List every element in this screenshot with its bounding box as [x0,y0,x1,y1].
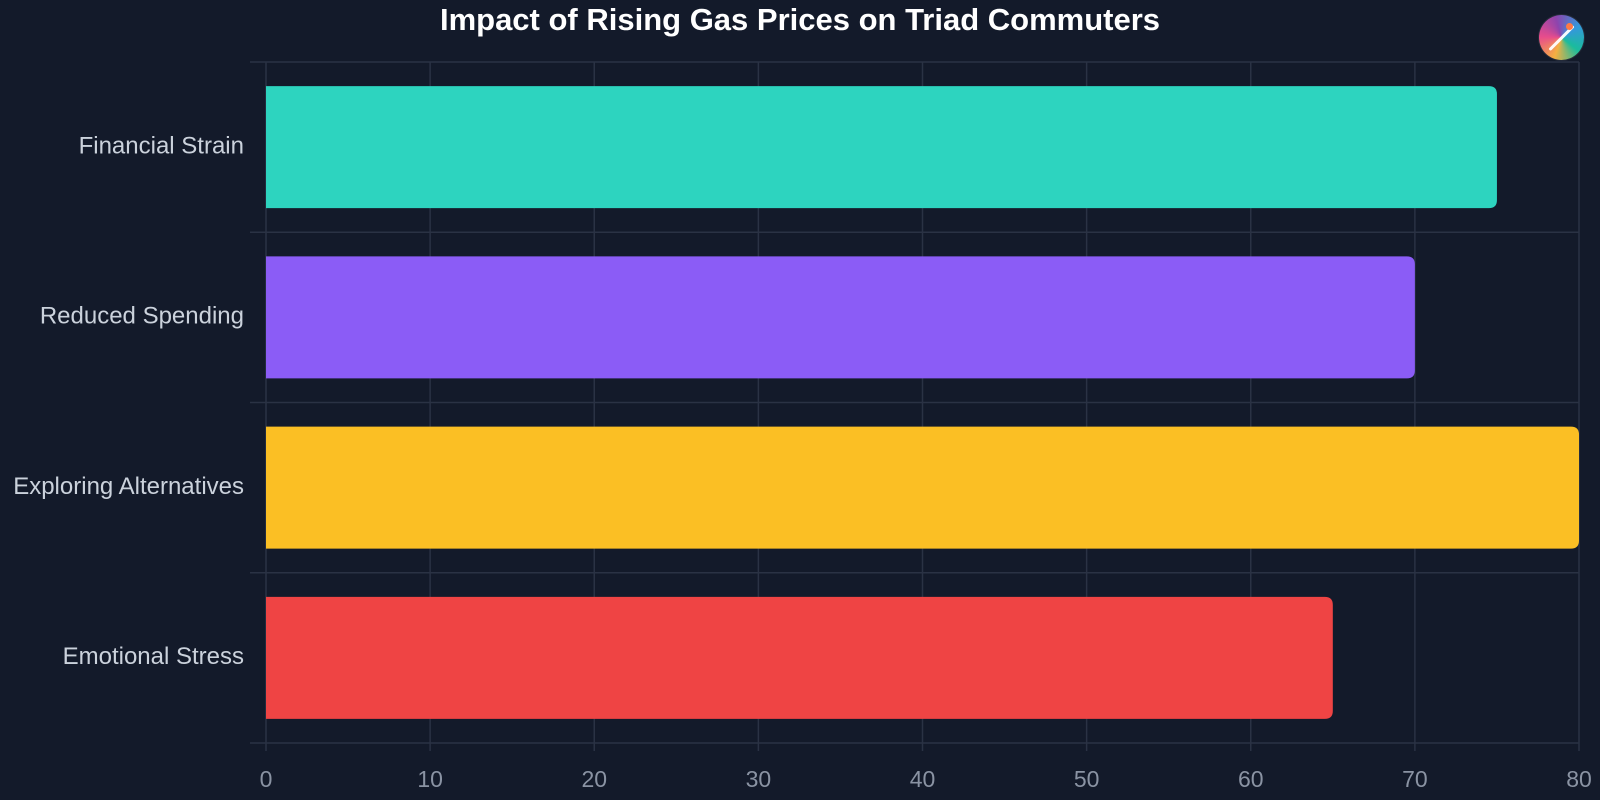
wand-tip [1566,23,1573,30]
category-label: Exploring Alternatives [13,473,244,500]
x-tick-label: 70 [1402,766,1428,792]
x-tick-label: 40 [910,766,936,792]
bar [266,256,1415,379]
x-tick-label: 60 [1238,766,1264,792]
x-tick-label: 30 [746,766,772,792]
x-tick-label: 10 [417,766,443,792]
magic-wand-icon[interactable] [1539,15,1584,60]
bar [266,86,1497,209]
category-label: Emotional Stress [63,643,244,670]
category-label: Reduced Spending [40,303,244,330]
x-axis-ticks: 0 10 20 30 40 50 60 70 80 [260,766,1592,792]
x-tick-label: 50 [1074,766,1100,792]
x-tick-label: 20 [581,766,607,792]
bars-layer [266,86,1579,719]
bar [266,596,1333,719]
category-labels: Financial Strain Reduced Spending Explorin… [13,132,244,670]
bar [266,426,1579,549]
chart-title: Impact of Rising Gas Prices on Triad Com… [439,2,1161,37]
x-tick-label: 80 [1566,766,1592,792]
x-tick-label: 0 [260,766,273,792]
category-label: Financial Strain [79,132,244,159]
